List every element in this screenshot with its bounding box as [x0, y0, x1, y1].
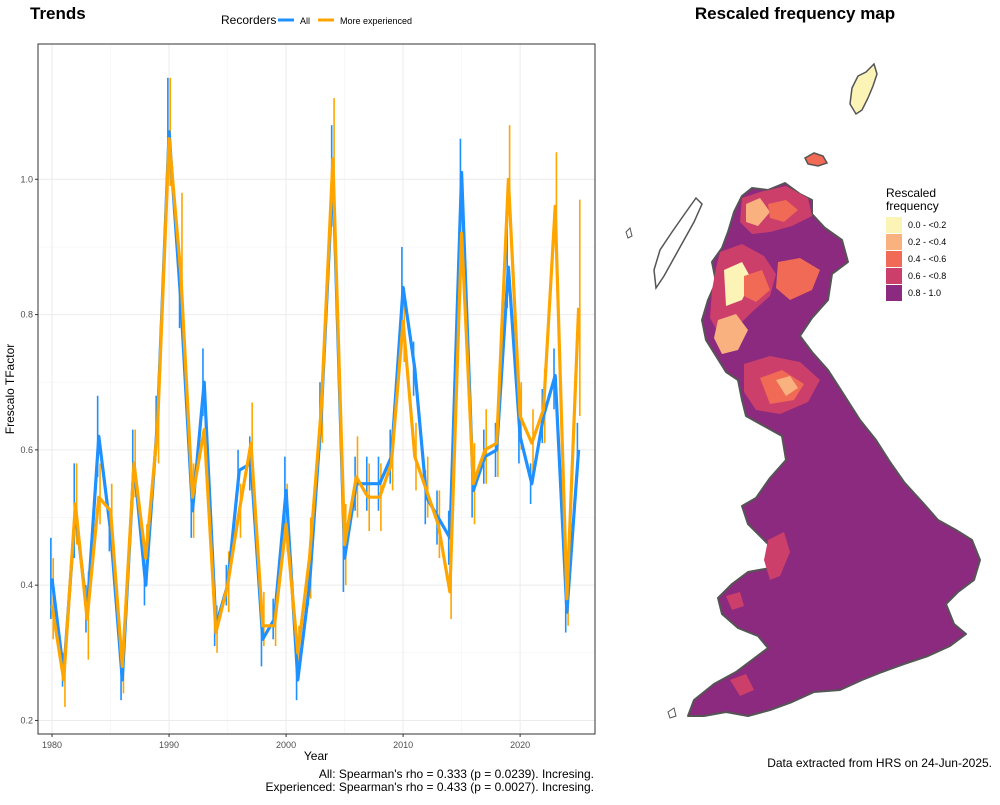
x-tick-label: 2000	[276, 740, 296, 750]
orkney-shape	[804, 152, 829, 167]
map-legend-label: 0.4 - <0.6	[908, 254, 946, 264]
annotation-experienced: Experienced: Spearman's rho = 0.433 (p =…	[266, 780, 595, 794]
y-tick-label: 0.8	[20, 310, 33, 320]
series-line-more-experienced	[50, 137, 581, 682]
y-tick-label: 0.4	[20, 580, 33, 590]
y-axis-ticks: 0.2 0.4 0.6 0.8 1.0	[20, 174, 38, 725]
great-britain-shape	[687, 182, 981, 717]
western-isles-shape	[653, 196, 703, 291]
y-tick-label: 0.2	[20, 715, 33, 725]
map-title: Rescaled frequency map	[695, 4, 895, 23]
highlands-mid-patch	[744, 270, 770, 302]
y-axis-label: Frescalo TFactor	[3, 344, 17, 434]
map-legend-label: 0.2 - <0.4	[908, 237, 946, 247]
annotation-all: All: Spearman's rho = 0.333 (p = 0.0239)…	[319, 767, 594, 781]
series-lines	[50, 130, 581, 682]
x-axis-ticks: 1980 1990 2000 2010 2020	[42, 734, 530, 750]
wales-patch	[764, 532, 790, 580]
plot-background	[38, 44, 595, 734]
plot-border	[37, 43, 596, 735]
y-tick-label: 0.6	[20, 445, 33, 455]
x-tick-label: 2010	[393, 740, 413, 750]
cornwall-patch	[730, 674, 754, 696]
trend-legend: Recorders All More experienced	[221, 13, 412, 27]
map-legend-label: 0.6 - <0.8	[908, 271, 946, 281]
map-legend-swatch	[886, 285, 902, 301]
north-mid-patch	[768, 200, 798, 222]
map-legend-label: 0.0 - <0.2	[908, 220, 946, 230]
shetland-shape	[849, 62, 878, 116]
st-kilda-shape	[625, 227, 633, 239]
legend-title: Recorders	[221, 13, 276, 27]
cairngorms-patch	[776, 258, 820, 300]
map-legend-title-2: frequency	[886, 199, 939, 213]
argyll-patch	[714, 314, 748, 354]
borders-low-patch	[776, 376, 798, 396]
x-tick-label: 1990	[159, 740, 179, 750]
map-legend: Rescaled frequency 0.0 - <0.2 0.2 - <0.4 0…	[886, 186, 946, 301]
map-legend-swatch	[886, 251, 902, 267]
map-legend-swatch	[886, 217, 902, 233]
gb-map	[625, 62, 981, 719]
y-tick-label: 1.0	[20, 174, 33, 184]
highlands-lowest-patch	[724, 262, 752, 306]
legend-label-experienced: More experienced	[340, 16, 412, 26]
trends-title: Trends	[30, 4, 86, 23]
x-tick-label: 1980	[42, 740, 62, 750]
scilly-shape	[667, 707, 677, 719]
trend-plot-area	[37, 43, 596, 735]
map-legend-swatch	[886, 268, 902, 284]
map-legend-title-1: Rescaled	[886, 186, 936, 200]
pembroke-patch	[726, 592, 744, 610]
x-tick-label: 2020	[510, 740, 530, 750]
legend-label-all: All	[300, 16, 310, 26]
northwest-low-patch	[746, 198, 770, 226]
x-axis-label: Year	[304, 749, 328, 763]
data-source-note: Data extracted from HRS on 24-Jun-2025.	[767, 756, 992, 770]
map-legend-swatch	[886, 234, 902, 250]
map-legend-label: 0.8 - 1.0	[908, 288, 941, 298]
